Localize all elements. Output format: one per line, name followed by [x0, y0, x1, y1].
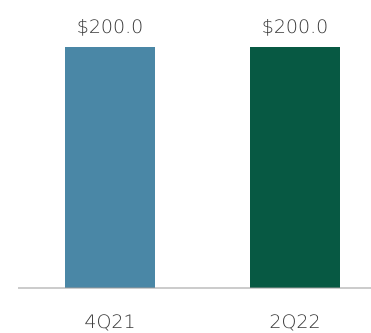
- data-label-2q22: $200.0: [262, 16, 328, 38]
- data-labels-group: $200.0 $200.0: [77, 16, 328, 38]
- x-tick-label-4q21: 4Q21: [84, 311, 135, 333]
- bar-4q21: [65, 47, 155, 288]
- bar-2q22: [250, 47, 340, 288]
- x-tick-labels-group: 4Q21 2Q22: [84, 311, 320, 333]
- data-label-4q21: $200.0: [77, 16, 143, 38]
- bars-group: [65, 47, 340, 288]
- x-tick-label-2q22: 2Q22: [269, 311, 320, 333]
